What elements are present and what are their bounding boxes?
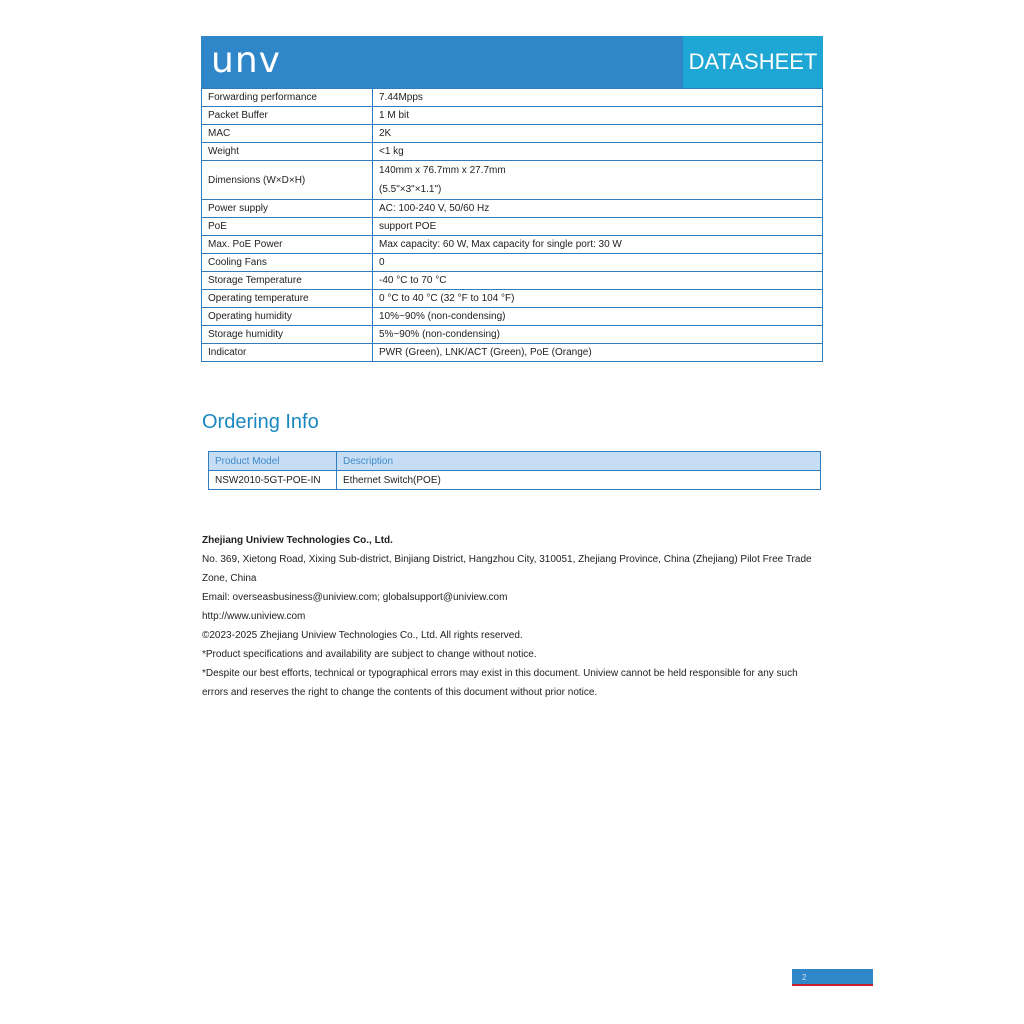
table-row: Storage humidity 5%~90% (non-condensing) <box>201 325 823 344</box>
spec-value-line: 140mm x 76.7mm x 27.7mm <box>379 165 506 176</box>
table-row: Operating temperature 0 °C to 40 °C (32 °… <box>201 289 823 308</box>
ordering-info-title: Ordering Info <box>202 411 319 433</box>
spec-key: Forwarding performance <box>201 88 373 107</box>
spec-value: <1 kg <box>372 142 823 161</box>
spec-value: 140mm x 76.7mm x 27.7mm (5.5"×3"×1.1") <box>372 160 823 200</box>
spec-key: Packet Buffer <box>201 106 373 125</box>
spec-value: -40 °C to 70 °C <box>372 271 823 290</box>
table-row: Operating humidity 10%~90% (non-condensin… <box>201 307 823 326</box>
table-row: Storage Temperature -40 °C to 70 °C <box>201 271 823 290</box>
spec-table: Forwarding performance 7.44Mpps Packet Buf… <box>201 88 823 362</box>
company-name: Zhejiang Uniview Technologies Co., Ltd. <box>202 535 393 546</box>
spec-key: Storage Temperature <box>201 271 373 290</box>
table-row: Weight <1 kg <box>201 142 823 161</box>
spec-value-line: 7.44Mpps <box>379 92 423 103</box>
ordering-table: Product Model Description NSW2010-5GT-PO… <box>208 451 821 490</box>
spec-value: 5%~90% (non-condensing) <box>372 325 823 344</box>
header-description: Description <box>336 451 821 471</box>
spec-value-line: (5.5"×3"×1.1") <box>379 184 442 195</box>
spec-value-line: 0 °C to 40 °C (32 °F to 104 °F) <box>379 293 515 304</box>
product-model-cell: NSW2010-5GT-POE-IN <box>208 470 337 490</box>
spec-value: 7.44Mpps <box>372 88 823 107</box>
table-row: Packet Buffer 1 M bit <box>201 106 823 125</box>
spec-key: Weight <box>201 142 373 161</box>
spec-value: 0 °C to 40 °C (32 °F to 104 °F) <box>372 289 823 308</box>
spec-value-line: 5%~90% (non-condensing) <box>379 329 500 340</box>
datasheet-header: unv DATASHEET <box>201 36 823 88</box>
spec-value-line: Max capacity: 60 W, Max capacity for sin… <box>379 239 622 250</box>
spec-key: Max. PoE Power <box>201 235 373 254</box>
table-row: Forwarding performance 7.44Mpps <box>201 88 823 107</box>
footer-line: Zone, China <box>202 573 257 584</box>
spec-value: 10%~90% (non-condensing) <box>372 307 823 326</box>
footer-line: Email: overseasbusiness@uniview.com; glo… <box>202 592 508 603</box>
datasheet-badge: DATASHEET <box>683 36 823 88</box>
spec-key: Operating humidity <box>201 307 373 326</box>
spec-key: Power supply <box>201 199 373 218</box>
spec-value-line: AC: 100-240 V, 50/60 Hz <box>379 203 490 214</box>
spec-value-line: 2K <box>379 128 392 139</box>
spec-key: PoE <box>201 217 373 236</box>
table-row: Max. PoE Power Max capacity: 60 W, Max ca… <box>201 235 823 254</box>
spec-value-line: -40 °C to 70 °C <box>379 275 447 286</box>
table-row: Dimensions (W×D×H) 140mm x 76.7mm x 27.7m… <box>201 160 823 200</box>
spec-value-line: PWR (Green), LNK/ACT (Green), PoE (Orang… <box>379 347 592 358</box>
footer-line: No. 369, Xietong Road, Xixing Sub-distri… <box>202 554 812 565</box>
uniview-logo: unv <box>211 40 281 81</box>
table-row: Indicator PWR (Green), LNK/ACT (Green), P… <box>201 343 823 362</box>
spec-value: 0 <box>372 253 823 272</box>
table-row: PoE support POE <box>201 217 823 236</box>
spec-value-line: 0 <box>379 257 385 268</box>
spec-value: AC: 100-240 V, 50/60 Hz <box>372 199 823 218</box>
spec-value-line: support POE <box>379 221 437 232</box>
table-row: Cooling Fans 0 <box>201 253 823 272</box>
spec-value-line: <1 kg <box>379 146 404 157</box>
footer-line: http://www.uniview.com <box>202 611 306 622</box>
spec-value: Max capacity: 60 W, Max capacity for sin… <box>372 235 823 254</box>
table-row: MAC 2K <box>201 124 823 143</box>
footer-line: *Product specifications and availability… <box>202 649 537 660</box>
footer-line: *Despite our best efforts, technical or … <box>202 668 798 679</box>
spec-key: Dimensions (W×D×H) <box>201 160 373 200</box>
footer-line: errors and reserves the right to change … <box>202 687 598 698</box>
spec-value: PWR (Green), LNK/ACT (Green), PoE (Orang… <box>372 343 823 362</box>
spec-value: support POE <box>372 217 823 236</box>
table-row: Power supply AC: 100-240 V, 50/60 Hz <box>201 199 823 218</box>
table-row: NSW2010-5GT-POE-IN Ethernet Switch(POE) <box>208 470 821 490</box>
description-cell: Ethernet Switch(POE) <box>336 470 821 490</box>
header-product-model: Product Model <box>208 451 337 471</box>
spec-value: 1 M bit <box>372 106 823 125</box>
ordering-header-row: Product Model Description <box>208 451 821 471</box>
spec-value: 2K <box>372 124 823 143</box>
spec-key: Operating temperature <box>201 289 373 308</box>
company-footer: Zhejiang Uniview Technologies Co., Ltd. … <box>202 531 827 702</box>
spec-key: Cooling Fans <box>201 253 373 272</box>
spec-value-line: 10%~90% (non-condensing) <box>379 311 506 322</box>
spec-key: Storage humidity <box>201 325 373 344</box>
spec-key: Indicator <box>201 343 373 362</box>
footer-line: ©2023-2025 Zhejiang Uniview Technologies… <box>202 630 523 641</box>
page-number: 2 <box>792 969 873 986</box>
spec-key: MAC <box>201 124 373 143</box>
spec-value-line: 1 M bit <box>379 110 410 121</box>
